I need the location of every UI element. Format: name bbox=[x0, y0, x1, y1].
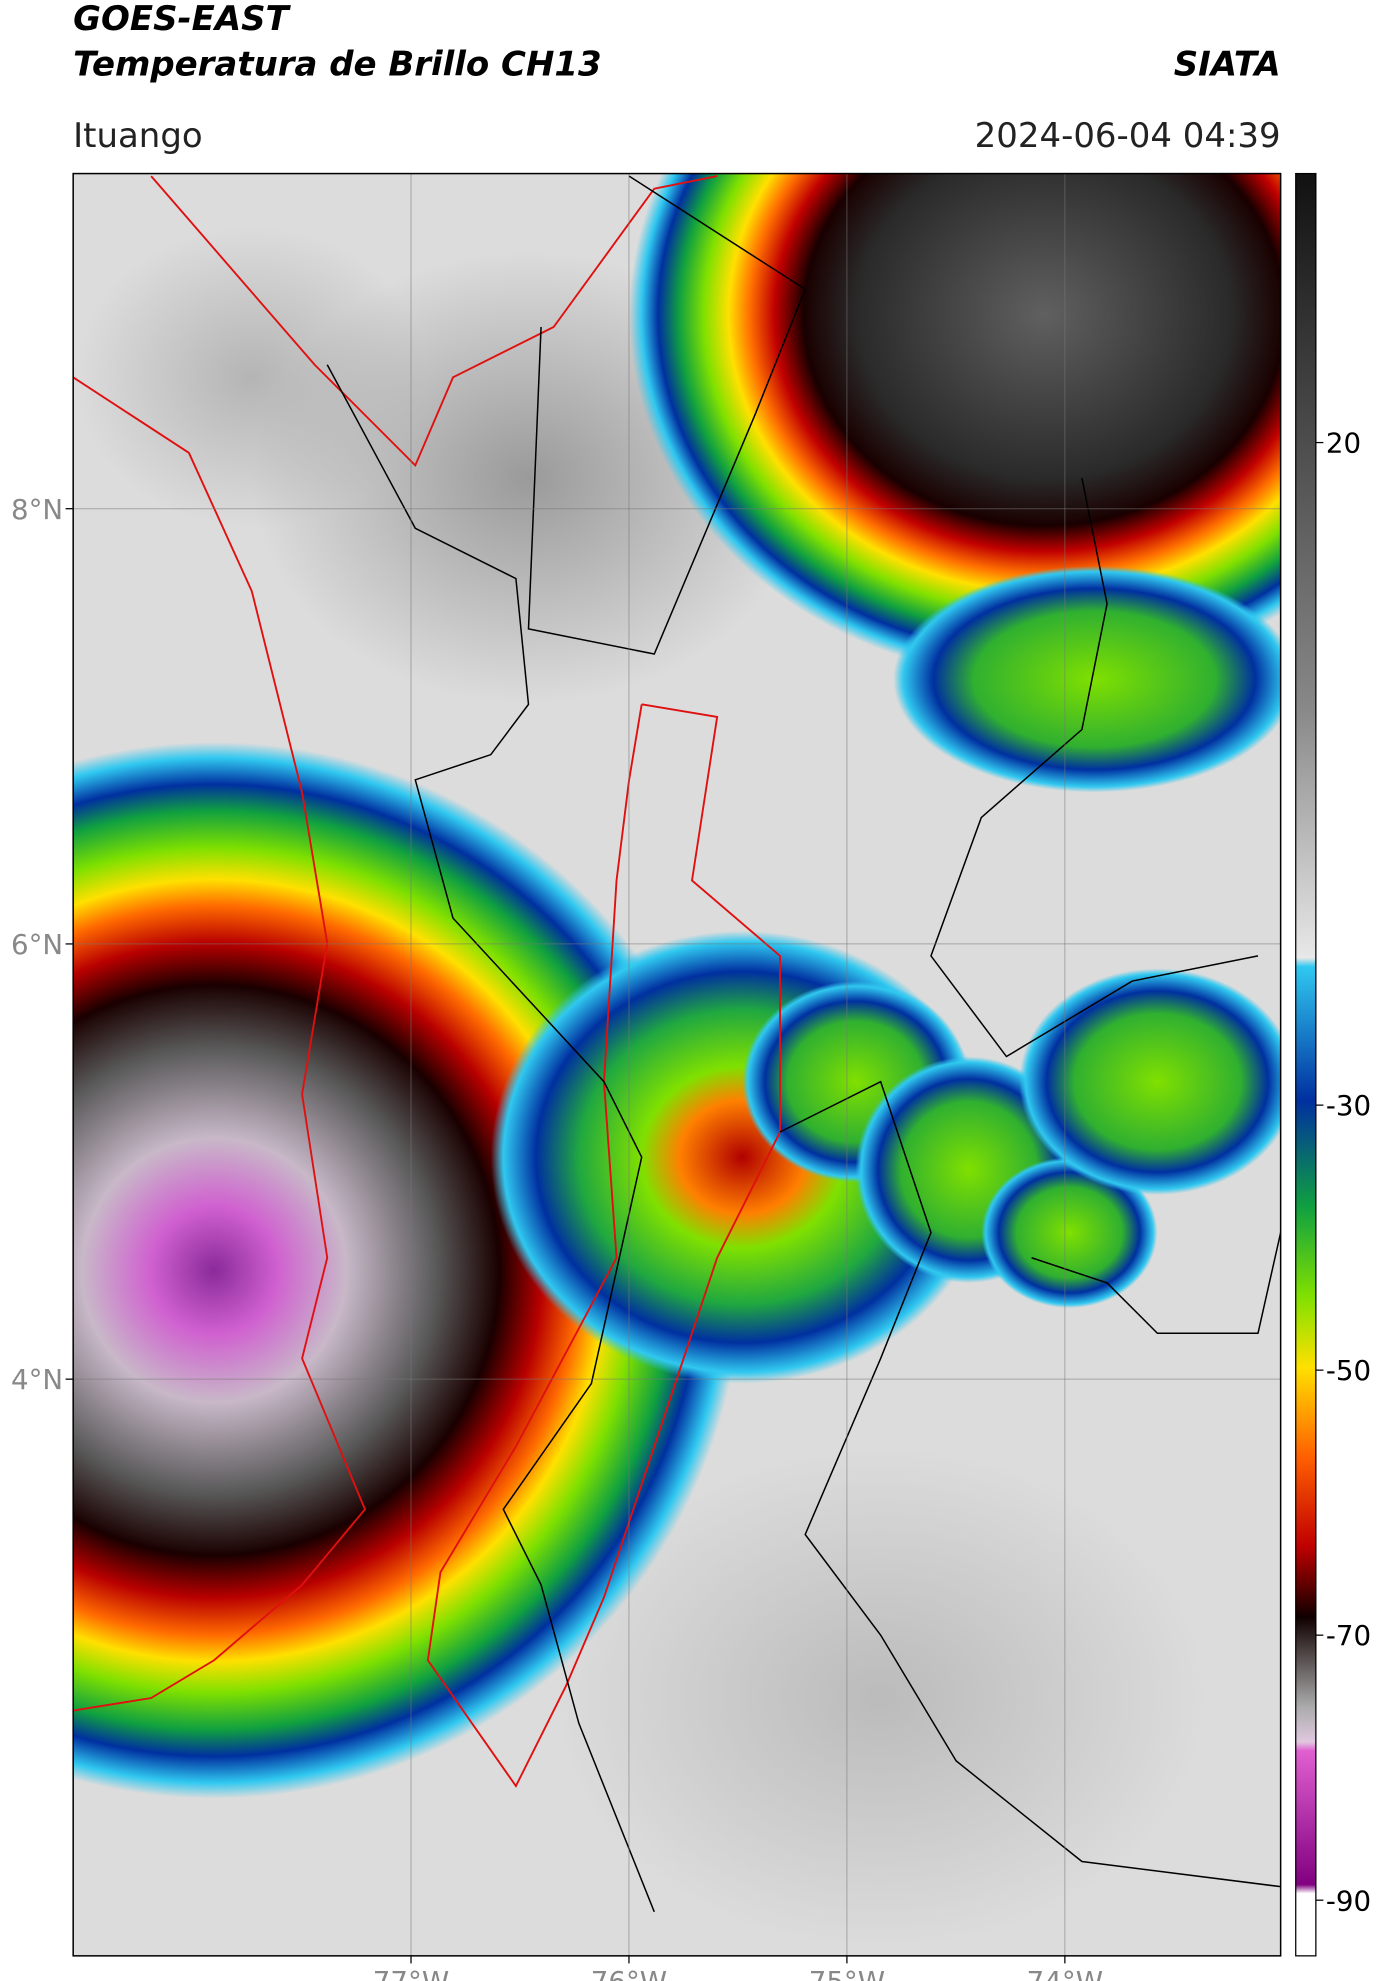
colorbar-label: -90 bbox=[1326, 1884, 1371, 1917]
y-tick-label: 4°N bbox=[11, 1363, 63, 1396]
map-frame bbox=[72, 172, 1282, 1957]
colorbar-label: -30 bbox=[1326, 1089, 1371, 1122]
x-tick-label: 76°W bbox=[591, 1965, 667, 1981]
y-tick-label: 8°N bbox=[11, 493, 63, 526]
title-line: Temperatura de Brillo CH13 bbox=[73, 44, 601, 84]
x-tick-label: 77°W bbox=[373, 1965, 449, 1981]
colorbar-label: -50 bbox=[1326, 1354, 1371, 1387]
colorbar-label: -70 bbox=[1326, 1619, 1371, 1652]
x-tick-label: 74°W bbox=[1027, 1965, 1103, 1981]
colorbar bbox=[1295, 172, 1317, 1957]
y-tick-label: 6°N bbox=[11, 928, 63, 961]
title-line: GOES-EAST bbox=[73, 0, 291, 39]
x-tick-label: 75°W bbox=[809, 1965, 885, 1981]
source: SIATA bbox=[1174, 44, 1281, 84]
colorbar-label: 20 bbox=[1326, 427, 1361, 460]
grid bbox=[73, 173, 1281, 1956]
timestamp: 2024-06-04 04:39 bbox=[975, 116, 1281, 156]
location: Ituango bbox=[73, 116, 203, 156]
